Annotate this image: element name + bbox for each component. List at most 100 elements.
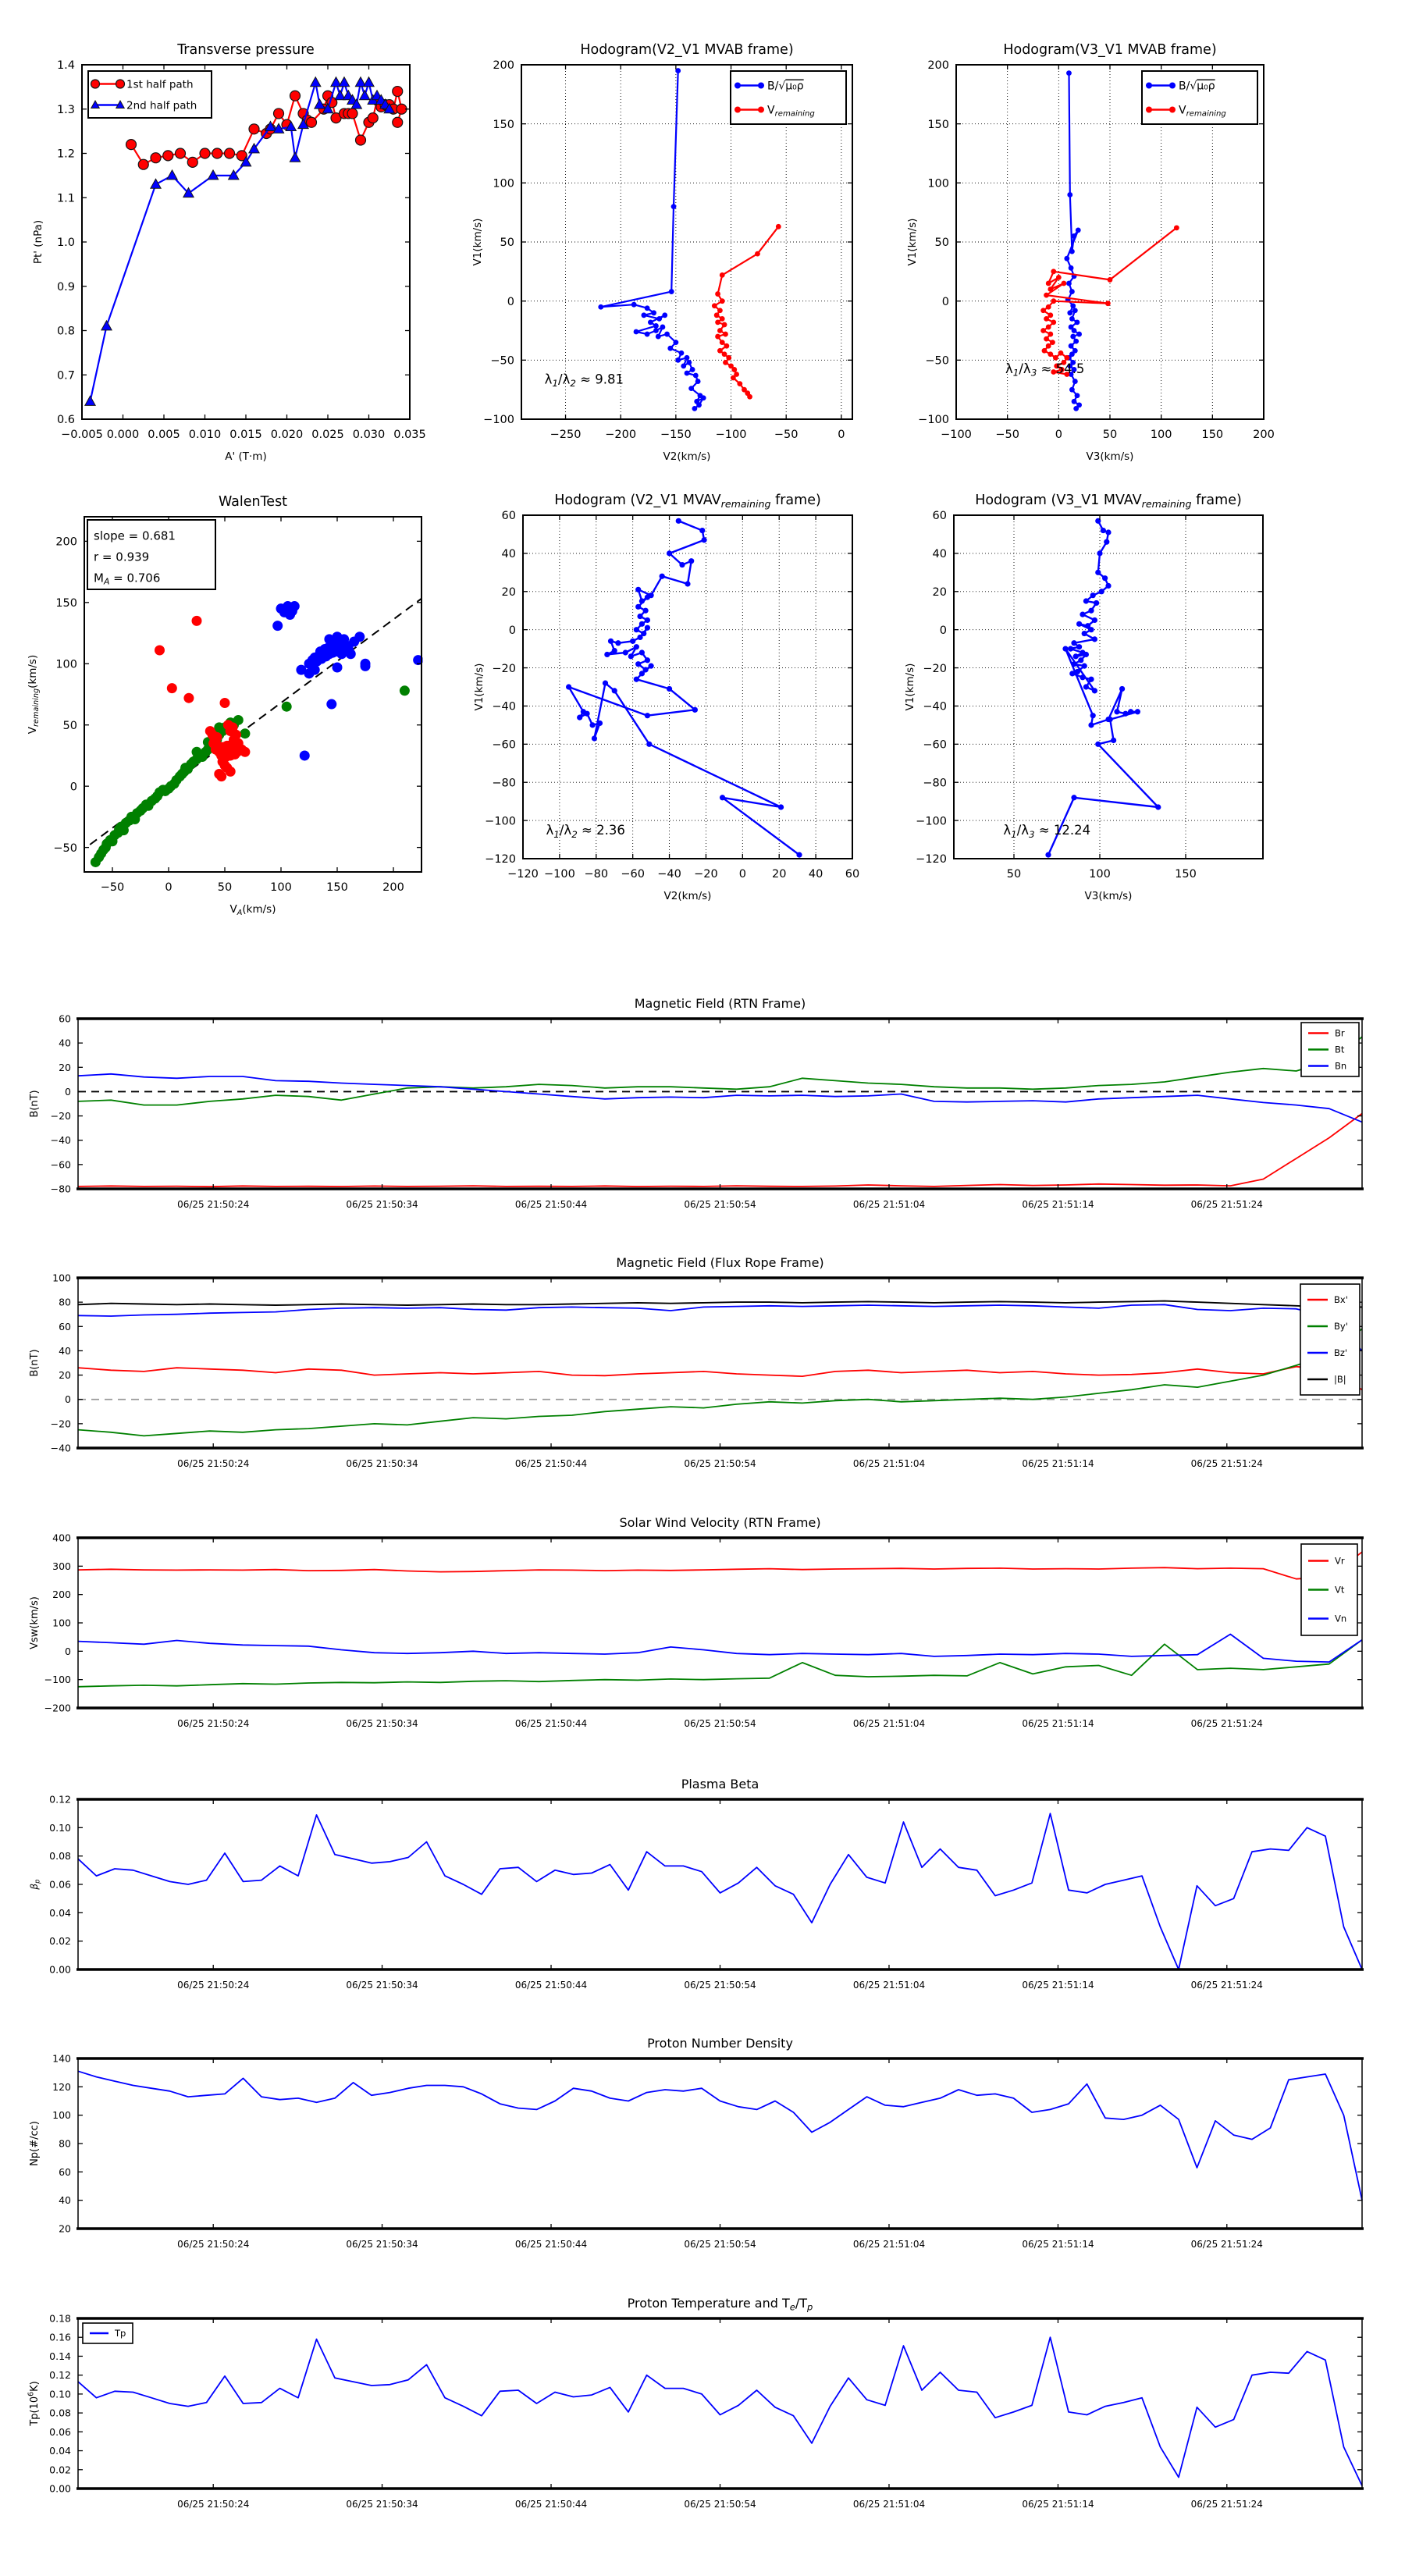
x-tick-label: 06/25 21:50:44 [515, 2239, 587, 2250]
y-tick-label: 120 [52, 2081, 71, 2093]
y-tick-label: 1.3 [57, 104, 75, 116]
series-fit-line [89, 597, 422, 845]
y-axis-label: βp [29, 1879, 42, 1891]
x-tick-label: 06/25 21:50:24 [177, 1199, 249, 1210]
x-tick-label: 06/25 21:51:04 [853, 1718, 925, 1729]
x-tick-label: 06/25 21:50:54 [684, 2499, 756, 2510]
x-tick-label: 06/25 21:51:14 [1022, 1199, 1094, 1210]
y-tick-label: 60 [502, 510, 516, 522]
x-tick-label: 0 [838, 429, 845, 441]
x-tick-label: 06/25 21:50:24 [177, 2499, 249, 2510]
series-group [77, 1036, 1363, 1188]
y-tick-label: 200 [493, 59, 514, 72]
x-tick-label: −60 [621, 868, 645, 881]
chart-title: Magnetic Field (RTN Frame) [635, 996, 806, 1011]
y-tick-label: 20 [502, 586, 516, 599]
y-tick-label: −40 [51, 1443, 71, 1454]
y-axis-label: Vsw(km/s) [29, 1596, 41, 1649]
y-axis-label: Vremaining(km/s) [27, 655, 41, 734]
y-axis-label: V1(km/s) [906, 219, 919, 266]
y-tick-label: 0 [65, 1646, 71, 1657]
chart-title: WalenTest [219, 494, 287, 510]
legend: B/√μ₀ρ Vremaining [1141, 70, 1258, 125]
legend-label: Vn [1335, 1614, 1346, 1624]
x-tick-label: 0.015 [229, 429, 262, 441]
y-tick-label: 60 [59, 1013, 71, 1025]
y-tick-label: 0.00 [49, 2483, 71, 2495]
x-tick-label: 06/25 21:50:54 [684, 1199, 756, 1210]
x-tick-label: 100 [270, 881, 292, 894]
annotation: λ1/λ3 ≈ 54.5 [1005, 361, 1084, 379]
y-tick-label: 80 [59, 1297, 71, 1308]
legend-label: B/√μ₀ρ [1179, 80, 1215, 93]
x-tick-label: −200 [605, 429, 636, 441]
y-tick-label: 0.02 [49, 1935, 71, 1947]
chart-hodogram-v3v1-mvab: −100 −50 0 50 100 150 200 −100 −50 0 50 100 150 200 Ho… [906, 42, 1275, 463]
y-tick-label: 0.08 [49, 2407, 71, 2419]
legend-label: Vt [1335, 1585, 1345, 1596]
y-tick-label: 100 [927, 178, 949, 190]
y-tick-label: −40 [492, 701, 516, 713]
y-axis-label: V1(km/s) [473, 664, 486, 711]
chart-title: Hodogram(V3_V1 MVAB frame) [1003, 42, 1216, 58]
x-tick-label: 06/25 21:51:04 [853, 1458, 925, 1469]
x-tick-label: 06/25 21:50:44 [515, 1199, 587, 1210]
x-tick-label: 06/25 21:50:24 [177, 1718, 249, 1729]
legend-label: By' [1334, 1321, 1348, 1332]
x-tick-label: 200 [382, 881, 404, 894]
y-tick-label: 0 [940, 624, 947, 637]
y-tick-label: 60 [59, 1321, 71, 1332]
y-axis-label: V1(km/s) [471, 219, 484, 266]
legend: Tp [82, 2322, 133, 2344]
x-tick-label: 06/25 21:50:44 [515, 1458, 587, 1469]
x-tick-label: 06/25 21:50:44 [515, 1980, 587, 1991]
x-tick-label: 100 [1151, 429, 1172, 441]
y-tick-label: 40 [933, 548, 947, 560]
legend-label: Vr [1335, 1556, 1345, 1567]
x-tick-label: 0.035 [393, 429, 426, 441]
y-tick-label: 80 [59, 2138, 71, 2150]
chart-title: Proton Number Density [647, 2036, 793, 2051]
x-tick-label: 0.010 [189, 429, 222, 441]
legend: 1st half path 2nd half path [87, 70, 212, 119]
y-tick-label: −80 [492, 777, 516, 789]
annotation: λ1/λ2 ≈ 9.81 [545, 372, 624, 390]
y-tick-label: 0.16 [49, 2332, 71, 2343]
x-tick-label: 06/25 21:50:34 [346, 1458, 418, 1469]
legend-label: 1st half path [126, 78, 194, 91]
y-tick-label: 0.12 [49, 2369, 71, 2381]
annotation: λ1/λ2 ≈ 2.36 [546, 823, 625, 840]
y-tick-label: 0.04 [49, 1907, 71, 1919]
chart-transverse-pressure: −0.005 0.000 0.005 0.010 0.015 0.020 0.025 0.03… [32, 42, 426, 463]
x-tick-label: −20 [694, 868, 718, 881]
x-tick-label: 06/25 21:50:34 [346, 1980, 418, 1991]
legend-label: Bz' [1334, 1347, 1347, 1358]
x-tick-label: 06/25 21:51:14 [1022, 1718, 1094, 1729]
x-axis-label: V2(km/s) [664, 890, 712, 902]
legend-label: Bx' [1334, 1294, 1348, 1305]
chart-hodogram-v2v1-mvav: −120 −100 −80 −60 −40 −20 0 20 40 60 −120 −100 −80 −6… [473, 493, 859, 902]
x-tick-label: 150 [326, 881, 348, 894]
x-tick-label: 0 [1055, 429, 1062, 441]
x-tick-label: 06/25 21:50:44 [515, 1718, 587, 1729]
y-tick-label: 40 [502, 548, 516, 560]
y-tick-label: 200 [52, 1589, 71, 1600]
x-axis-label: A' (T·m) [225, 450, 266, 463]
series-group [77, 1813, 1363, 1970]
y-tick-label: 1.1 [57, 192, 75, 205]
y-tick-label: 0.10 [49, 1822, 71, 1834]
y-tick-label: −100 [483, 414, 514, 426]
y-tick-label: 40 [59, 2194, 71, 2206]
y-tick-label: −20 [923, 663, 947, 675]
series-group [566, 518, 802, 858]
x-tick-label: 06/25 21:51:04 [853, 2499, 925, 2510]
x-tick-label: 06/25 21:50:44 [515, 2499, 587, 2510]
x-tick-label: 06/25 21:50:34 [346, 1718, 418, 1729]
chart-magnetic-field-rtn: 06/25 21:50:24 06/25 21:50:34 06/25 21:50:… [29, 996, 1364, 1210]
series-group [77, 2336, 1363, 2486]
y-tick-label: −100 [485, 815, 516, 827]
x-axis-label: VA(km/s) [230, 903, 276, 917]
y-tick-label: 400 [52, 1532, 71, 1544]
